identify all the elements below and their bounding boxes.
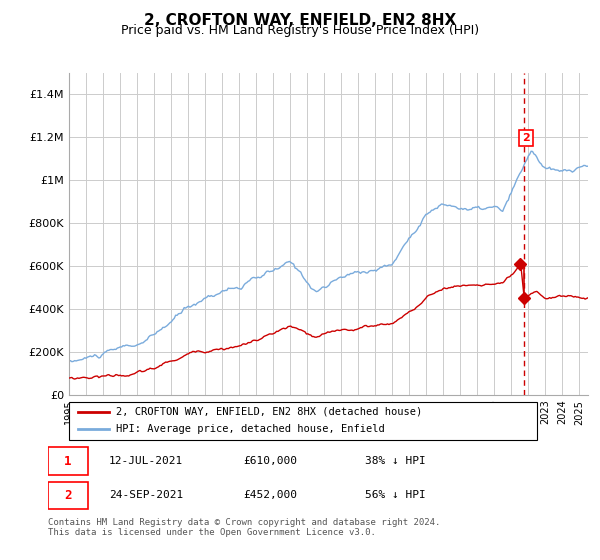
Text: £610,000: £610,000 [244, 456, 298, 466]
FancyBboxPatch shape [48, 447, 88, 475]
Text: 2, CROFTON WAY, ENFIELD, EN2 8HX: 2, CROFTON WAY, ENFIELD, EN2 8HX [144, 13, 456, 28]
FancyBboxPatch shape [69, 402, 537, 440]
Text: Contains HM Land Registry data © Crown copyright and database right 2024.
This d: Contains HM Land Registry data © Crown c… [48, 518, 440, 538]
Text: £452,000: £452,000 [244, 491, 298, 500]
Text: 56% ↓ HPI: 56% ↓ HPI [365, 491, 425, 500]
Text: 24-SEP-2021: 24-SEP-2021 [109, 491, 183, 500]
FancyBboxPatch shape [48, 482, 88, 509]
Text: 1: 1 [64, 455, 71, 468]
Text: 2: 2 [64, 489, 71, 502]
Text: 2: 2 [522, 133, 530, 143]
Text: 38% ↓ HPI: 38% ↓ HPI [365, 456, 425, 466]
Text: 2, CROFTON WAY, ENFIELD, EN2 8HX (detached house): 2, CROFTON WAY, ENFIELD, EN2 8HX (detach… [116, 407, 422, 417]
Text: 12-JUL-2021: 12-JUL-2021 [109, 456, 183, 466]
Text: Price paid vs. HM Land Registry's House Price Index (HPI): Price paid vs. HM Land Registry's House … [121, 24, 479, 37]
Text: HPI: Average price, detached house, Enfield: HPI: Average price, detached house, Enfi… [116, 424, 385, 435]
